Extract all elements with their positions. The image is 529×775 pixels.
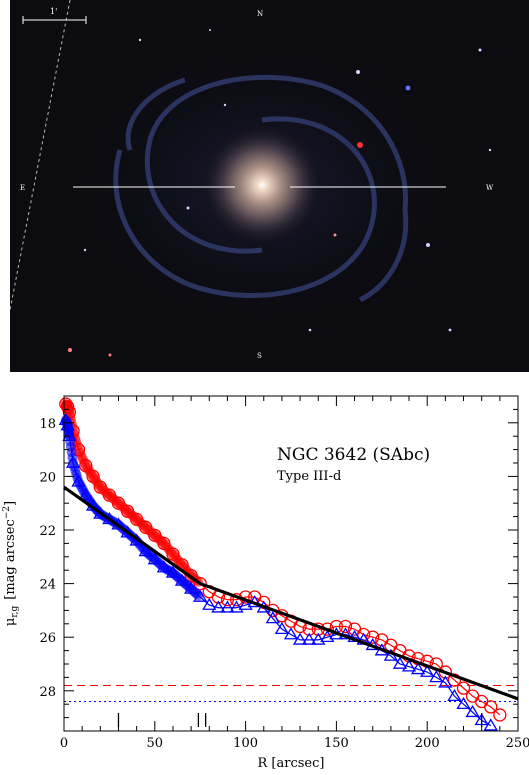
x-tick-label: 50 bbox=[147, 736, 164, 751]
series-g-point bbox=[447, 688, 462, 702]
scale-bar-label: 1' bbox=[50, 7, 57, 16]
series-g-point bbox=[429, 670, 444, 683]
compass-north: N bbox=[257, 10, 263, 18]
y-axis-label: μr,g [mag arcsec−2] bbox=[2, 501, 20, 626]
series-g-point bbox=[238, 597, 253, 610]
series-g-point bbox=[320, 629, 335, 643]
y-label-unit-close: ] bbox=[3, 501, 18, 506]
y-tick-label: 24 bbox=[39, 578, 56, 593]
series-g-point bbox=[420, 664, 435, 677]
series-g-point bbox=[220, 600, 235, 613]
series-g-point bbox=[347, 629, 362, 643]
x-axis-label: R [arcsec] bbox=[258, 756, 325, 771]
compass-east: E bbox=[20, 184, 25, 192]
x-tick-label: 200 bbox=[415, 736, 440, 751]
series-g-point bbox=[292, 632, 308, 645]
y-tick-label: 28 bbox=[39, 685, 56, 700]
y-tick-label: 22 bbox=[39, 524, 56, 539]
series-g-point bbox=[410, 662, 426, 675]
series-r-point bbox=[366, 630, 380, 644]
y-label-sub: r,g bbox=[10, 605, 20, 617]
fit-line bbox=[63, 485, 519, 701]
series-g-point bbox=[274, 621, 290, 635]
series-g-point bbox=[456, 696, 471, 710]
series-g-point bbox=[211, 600, 226, 613]
image-markers bbox=[9, 0, 446, 311]
series-g-point bbox=[265, 611, 280, 624]
series-r-point bbox=[493, 708, 507, 722]
series-g-point bbox=[283, 627, 299, 640]
x-tick-label: 150 bbox=[324, 736, 349, 751]
series-g-point bbox=[392, 656, 408, 669]
series-g-line bbox=[65, 419, 492, 727]
series-r-point bbox=[447, 673, 462, 687]
series-r-point bbox=[484, 700, 498, 714]
series-g-point bbox=[193, 590, 204, 601]
series-g-point bbox=[229, 600, 244, 613]
chart-title: NGC 3642 (SAbc) bbox=[277, 445, 430, 465]
profile-chart-svg: 0 50 100 150 200 250 18 20 22 24 26 28 NGC 3642 (SA… bbox=[2, 395, 529, 771]
series-g-point bbox=[465, 704, 480, 718]
series-g-point bbox=[483, 718, 498, 731]
y-label-exp: −2 bbox=[2, 506, 12, 519]
y-tick-label: 18 bbox=[39, 417, 56, 432]
series-g-point bbox=[302, 632, 317, 645]
series-r-point bbox=[338, 619, 353, 634]
galaxy-image-svg: 1' N E W S bbox=[9, 0, 529, 372]
x-tick-label: 0 bbox=[60, 736, 68, 751]
galaxy-bulge bbox=[200, 123, 324, 247]
y-tick-label: 26 bbox=[39, 631, 56, 646]
profile-chart: 0 50 100 150 200 250 18 20 22 24 26 28 NGC 3642 (SA… bbox=[0, 378, 529, 771]
compass-south: S bbox=[257, 352, 262, 360]
spiral-arms bbox=[113, 74, 409, 303]
series-g-point bbox=[401, 659, 417, 672]
y-label-mu: μ bbox=[3, 618, 18, 626]
x-tick-label: 100 bbox=[233, 736, 258, 751]
series-g-point bbox=[202, 597, 217, 610]
y-tick-label: 20 bbox=[39, 470, 56, 485]
series-g-point bbox=[438, 675, 453, 688]
galaxy-image: 1' N E W S bbox=[9, 0, 529, 372]
x-tick-label: 250 bbox=[506, 736, 529, 751]
chart-subtitle: Type III-d bbox=[277, 469, 341, 484]
stars bbox=[68, 29, 492, 357]
plot-frame bbox=[63, 395, 519, 732]
y-label-unit-open: [mag arcsec bbox=[3, 519, 18, 600]
compass-west: W bbox=[486, 184, 494, 192]
series-g-point bbox=[311, 632, 326, 645]
series-r-point bbox=[456, 681, 471, 695]
